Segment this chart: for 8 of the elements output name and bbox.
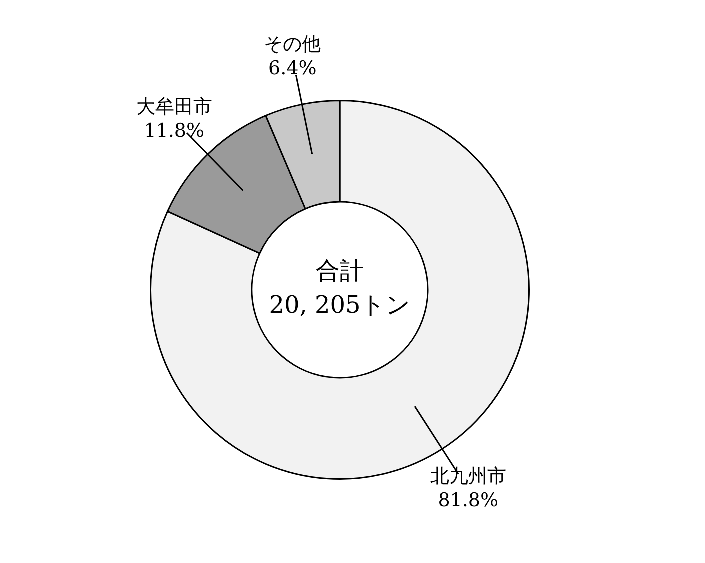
text: 20, 205トン [269,291,411,320]
slice-label: 北九州市 [430,465,506,488]
data-label: 81.8% [438,489,499,512]
slice-label: その他 [264,33,322,56]
text: 合計 [316,257,364,286]
data-label: 6.4% [268,57,317,80]
slice-label: 大牟田市 [136,96,212,118]
data-label: 11.8% [144,120,205,142]
